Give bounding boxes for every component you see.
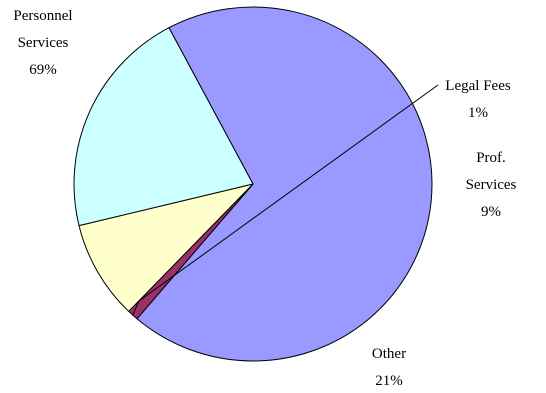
leader-line-legal-fees <box>132 84 439 316</box>
slice-label-line: Services <box>466 177 517 193</box>
slice-percent: 69% <box>29 62 57 78</box>
pie-slice-personnel-services <box>136 6 433 362</box>
slice-percent: 1% <box>468 105 488 121</box>
slice-label-legal-fees: Legal Fees 1% <box>445 78 511 121</box>
labels-layer: Personnel Services 69% Legal Fees 1% Prof. Ser… <box>13 8 516 389</box>
slice-label-other: Other 21% <box>372 346 406 389</box>
slice-label-line: Services <box>18 35 69 51</box>
slice-label-line: Personnel <box>13 8 72 24</box>
slices-layer <box>73 6 433 362</box>
leader-lines-layer <box>132 84 439 316</box>
slice-percent: 21% <box>375 373 403 389</box>
slice-label-personnel-services: Personnel Services 69% <box>13 8 72 78</box>
slice-label-prof-services: Prof. Services 9% <box>466 150 517 220</box>
slice-percent: 9% <box>481 204 501 220</box>
slice-label-line: Legal Fees <box>445 78 511 94</box>
slice-label-line: Prof. <box>476 150 506 166</box>
pie-slice-prof-services <box>78 183 254 312</box>
slice-label-line: Other <box>372 346 406 362</box>
pie-slice-other <box>73 27 254 227</box>
